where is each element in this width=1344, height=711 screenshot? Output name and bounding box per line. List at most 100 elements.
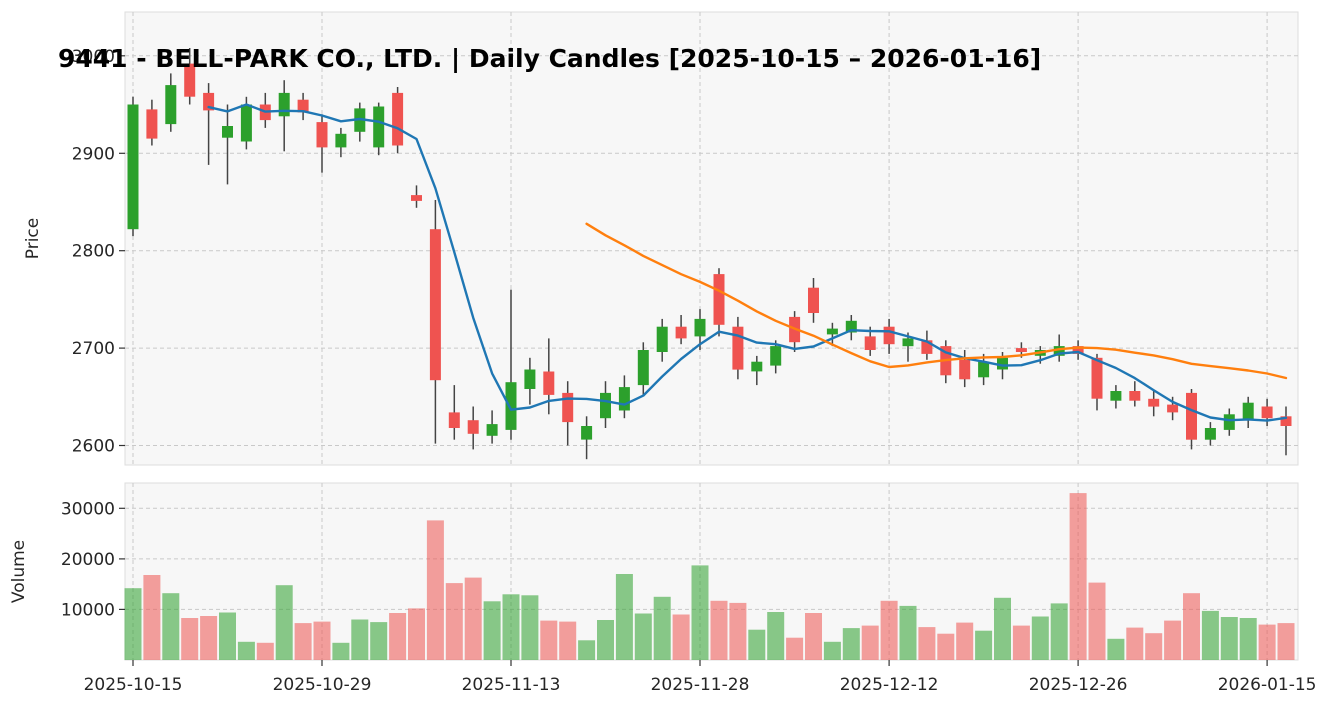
volume-bar — [124, 588, 142, 660]
volume-tick-label: 10000 — [61, 600, 115, 620]
volume-bar — [313, 621, 331, 660]
volume-bar — [1012, 625, 1030, 660]
volume-bar — [1069, 493, 1087, 660]
volume-bar — [615, 574, 633, 660]
volume-bar — [445, 583, 463, 660]
x-tick-label: 2025-10-29 — [273, 675, 372, 695]
candle-body — [373, 106, 385, 148]
candle-body — [959, 359, 971, 380]
price-tick-label: 2700 — [72, 339, 115, 359]
candle-body — [826, 328, 838, 335]
candle-body — [486, 424, 498, 436]
volume-bar — [1164, 620, 1182, 660]
volume-bar — [181, 618, 199, 660]
price-panel — [124, 11, 1299, 466]
candle-body — [978, 361, 990, 378]
candle-body — [675, 326, 687, 339]
volume-bar — [956, 622, 974, 660]
candle-body — [656, 326, 668, 352]
volume-bar — [332, 642, 350, 660]
x-tick-label: 2025-10-15 — [84, 675, 183, 695]
ma-long-line — [585, 222, 1288, 380]
candle-body — [411, 195, 422, 201]
candle-body — [448, 412, 460, 428]
volume-bar — [1220, 617, 1238, 660]
x-tick-label: 2025-12-12 — [840, 675, 939, 695]
volume-bar — [540, 620, 558, 660]
candle-body — [1280, 416, 1292, 426]
volume-bar — [162, 593, 180, 660]
candle-body — [1167, 404, 1179, 413]
candle-body — [1242, 402, 1254, 421]
price-tick-label: 2600 — [72, 437, 115, 457]
candle-body — [694, 318, 706, 337]
ma-short-line — [207, 103, 1288, 422]
volume-bar — [1183, 593, 1200, 660]
candle-body — [335, 133, 347, 148]
candle-body — [1148, 398, 1160, 407]
volume-axis-label: Volume — [9, 540, 29, 603]
volume-tick-label: 20000 — [61, 550, 115, 570]
volume-bar — [464, 577, 482, 660]
candle-body — [562, 392, 574, 423]
volume-bar — [1126, 627, 1144, 660]
volume-bar — [994, 597, 1011, 660]
candle-body — [808, 287, 819, 313]
candle-body — [902, 338, 914, 347]
volume-bar — [1031, 616, 1049, 660]
volume-bar — [200, 616, 218, 660]
candle-body — [732, 326, 744, 370]
candle-body — [203, 92, 215, 111]
candle-body — [1261, 406, 1273, 419]
candle-body — [1053, 346, 1065, 356]
candle-body — [429, 229, 441, 381]
candle-body — [1110, 391, 1122, 401]
volume-bar — [842, 628, 860, 660]
candle-body — [1129, 391, 1141, 401]
volume-bar — [672, 614, 690, 660]
volume-bar — [370, 622, 388, 660]
volume-bar — [1277, 623, 1295, 660]
axis-labels: 2600 2700 2800 2900 3000 10000 20000 30000 2025-… — [9, 47, 1316, 695]
volume-bar — [729, 602, 747, 660]
candle-body — [524, 369, 536, 389]
candle-body — [278, 92, 290, 117]
volume-bar — [483, 601, 501, 660]
volume-bar — [1145, 633, 1163, 660]
volume-bar — [786, 637, 804, 660]
candle-body — [467, 420, 479, 434]
volume-bar — [899, 605, 917, 660]
volume-tick-label: 30000 — [61, 499, 115, 519]
volume-bar — [1050, 603, 1068, 660]
candle-body — [864, 336, 876, 350]
candle-body — [600, 392, 611, 419]
axis-ticks — [119, 55, 1268, 666]
candle-body — [165, 85, 177, 125]
candle-body — [297, 99, 309, 113]
volume-bar — [1201, 610, 1219, 660]
candle-body — [883, 326, 895, 345]
volume-bar — [748, 629, 766, 660]
candle-body — [316, 122, 328, 148]
volume-bar — [1107, 638, 1125, 660]
volume-bar — [389, 613, 407, 660]
candle-body — [1072, 346, 1084, 354]
x-tick-label: 2025-12-26 — [1029, 675, 1128, 695]
volume-bar — [275, 585, 293, 660]
candle-body — [1091, 357, 1103, 399]
candle-body — [637, 350, 649, 386]
candle-body — [618, 387, 630, 411]
volume-bar — [521, 595, 539, 660]
volume-bar — [256, 642, 274, 660]
x-tick-label: 2025-11-13 — [462, 675, 561, 695]
price-tick-label: 3000 — [72, 47, 115, 67]
volume-bar — [1239, 618, 1257, 660]
volume-bar — [578, 640, 596, 660]
candle-body — [1204, 428, 1216, 440]
candle-body — [392, 92, 404, 146]
volume-bar — [1258, 624, 1276, 660]
x-tick-label: 2025-11-28 — [651, 675, 750, 695]
candle-body — [1015, 348, 1027, 352]
volume-bar — [559, 621, 577, 660]
